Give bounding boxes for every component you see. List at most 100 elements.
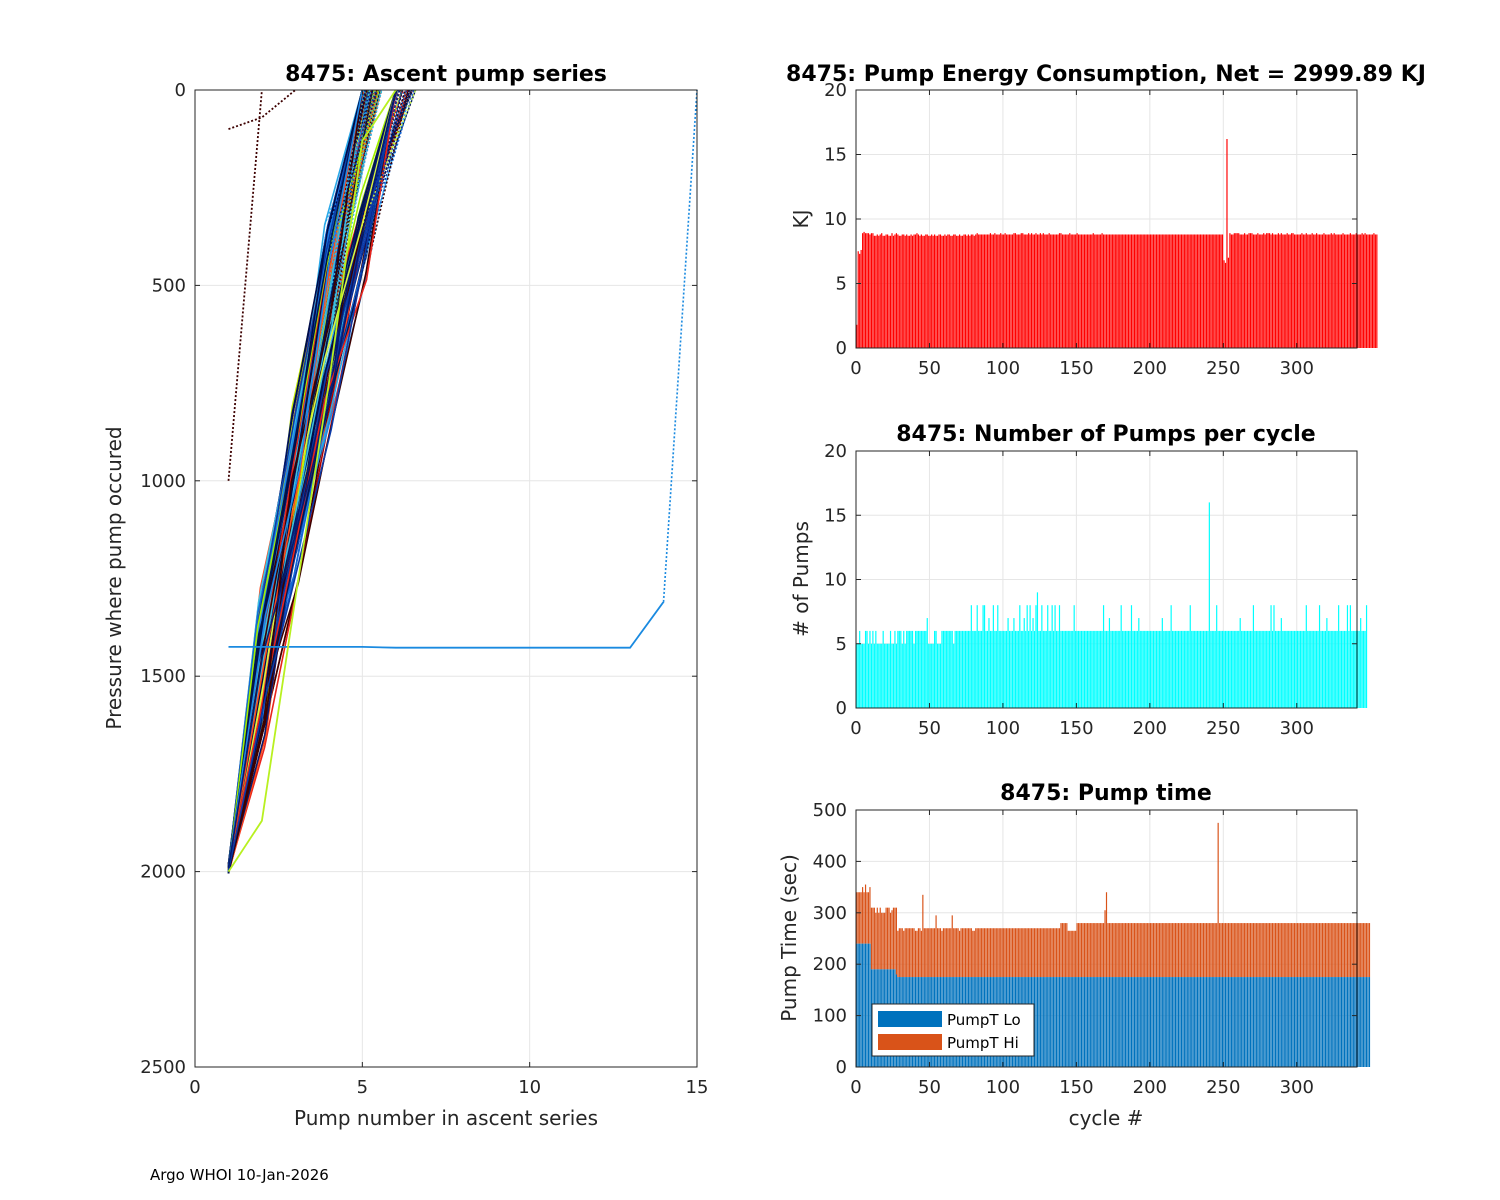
x-tick-label: 250 xyxy=(1206,1077,1240,1098)
bar xyxy=(1371,234,1374,348)
bar xyxy=(998,630,1000,708)
bar xyxy=(1132,630,1134,708)
bar xyxy=(920,234,922,348)
bar-hi xyxy=(1365,923,1368,978)
bar xyxy=(889,630,892,708)
bar-lo xyxy=(1173,977,1175,1067)
bar xyxy=(1236,630,1238,708)
bar xyxy=(1073,605,1075,708)
bar xyxy=(925,630,927,708)
bar xyxy=(1039,233,1041,348)
bar xyxy=(1295,234,1297,348)
bar xyxy=(1273,605,1275,708)
bar-hi xyxy=(1343,923,1346,978)
bar-lo xyxy=(1125,977,1127,1067)
bar-lo xyxy=(1236,977,1238,1067)
bar xyxy=(1061,234,1064,348)
bar xyxy=(926,618,928,708)
y-tick-label: 2000 xyxy=(140,862,186,883)
bar xyxy=(1267,233,1269,348)
bar xyxy=(1032,618,1034,708)
bar-lo xyxy=(1224,977,1227,1067)
bar-lo xyxy=(860,943,862,1067)
bar xyxy=(1330,233,1332,348)
bar-lo xyxy=(1179,977,1181,1067)
bar xyxy=(951,630,953,708)
bar-hi xyxy=(1058,928,1061,978)
bar-hi xyxy=(910,928,912,978)
bar-lo xyxy=(1255,977,1257,1067)
bar-hi xyxy=(1280,923,1282,978)
bar xyxy=(1085,234,1087,348)
bar xyxy=(1000,233,1002,348)
bar xyxy=(1197,630,1199,708)
bar xyxy=(1076,233,1078,348)
bar xyxy=(1092,630,1094,708)
bar xyxy=(1360,618,1362,708)
bar xyxy=(1220,630,1222,708)
bar xyxy=(1302,234,1304,348)
bar-lo xyxy=(1286,977,1288,1067)
bar-lo xyxy=(1142,977,1144,1067)
bar xyxy=(1338,234,1340,348)
bar-hi xyxy=(1182,923,1184,978)
bar-lo xyxy=(1296,977,1299,1067)
bar-lo xyxy=(1107,977,1109,1067)
x-tick-label: 250 xyxy=(1206,718,1240,739)
bar xyxy=(1177,630,1180,708)
bar-hi xyxy=(1177,923,1180,978)
bar xyxy=(1188,630,1190,708)
bar-hi xyxy=(1205,923,1207,978)
bar xyxy=(1274,234,1277,348)
bar xyxy=(1025,234,1027,348)
bar xyxy=(1086,630,1088,708)
bar-lo xyxy=(1332,977,1334,1067)
bar xyxy=(1101,233,1103,348)
bar xyxy=(1260,630,1262,708)
bar-lo xyxy=(1041,977,1043,1067)
bar-hi xyxy=(866,892,868,944)
bar-lo xyxy=(1279,977,1281,1067)
bar-hi xyxy=(981,928,983,978)
bar xyxy=(1176,630,1178,708)
bar-lo xyxy=(1151,977,1153,1067)
bar xyxy=(1174,630,1177,708)
bar-lo xyxy=(863,943,865,1067)
bar-hi xyxy=(1242,923,1244,978)
bar xyxy=(1038,630,1040,708)
bar xyxy=(1204,630,1206,708)
bar-lo xyxy=(1053,977,1055,1067)
bar xyxy=(1348,234,1350,348)
bar xyxy=(1333,233,1335,348)
bar xyxy=(1213,234,1215,348)
bar xyxy=(1141,630,1143,708)
ascent-series-tail xyxy=(326,89,374,231)
bar xyxy=(1123,630,1125,708)
bar xyxy=(1361,630,1363,708)
bar xyxy=(1188,234,1190,348)
bar-hi xyxy=(1149,923,1152,978)
bar xyxy=(1318,605,1321,708)
bar-hi xyxy=(979,928,981,978)
bar xyxy=(1291,630,1293,708)
bar xyxy=(1125,234,1127,348)
bar xyxy=(1083,630,1086,708)
bar xyxy=(1329,234,1331,348)
bar-hi xyxy=(1089,923,1091,978)
bar-hi xyxy=(1266,923,1268,978)
bar xyxy=(1285,630,1287,708)
bar-hi xyxy=(1011,928,1014,978)
bar xyxy=(1326,234,1328,348)
bar-hi xyxy=(1292,923,1294,978)
bar xyxy=(1352,234,1354,348)
pumptime-xlabel: cycle # xyxy=(1069,1106,1144,1130)
bar-lo xyxy=(1316,977,1318,1067)
bar xyxy=(1019,605,1021,708)
bar-hi xyxy=(1260,923,1262,978)
bar xyxy=(1301,233,1303,348)
bar xyxy=(1113,630,1115,708)
bar-hi xyxy=(944,928,946,978)
ascent-series-tail xyxy=(365,89,409,274)
bar xyxy=(978,234,980,348)
bar xyxy=(991,630,993,708)
